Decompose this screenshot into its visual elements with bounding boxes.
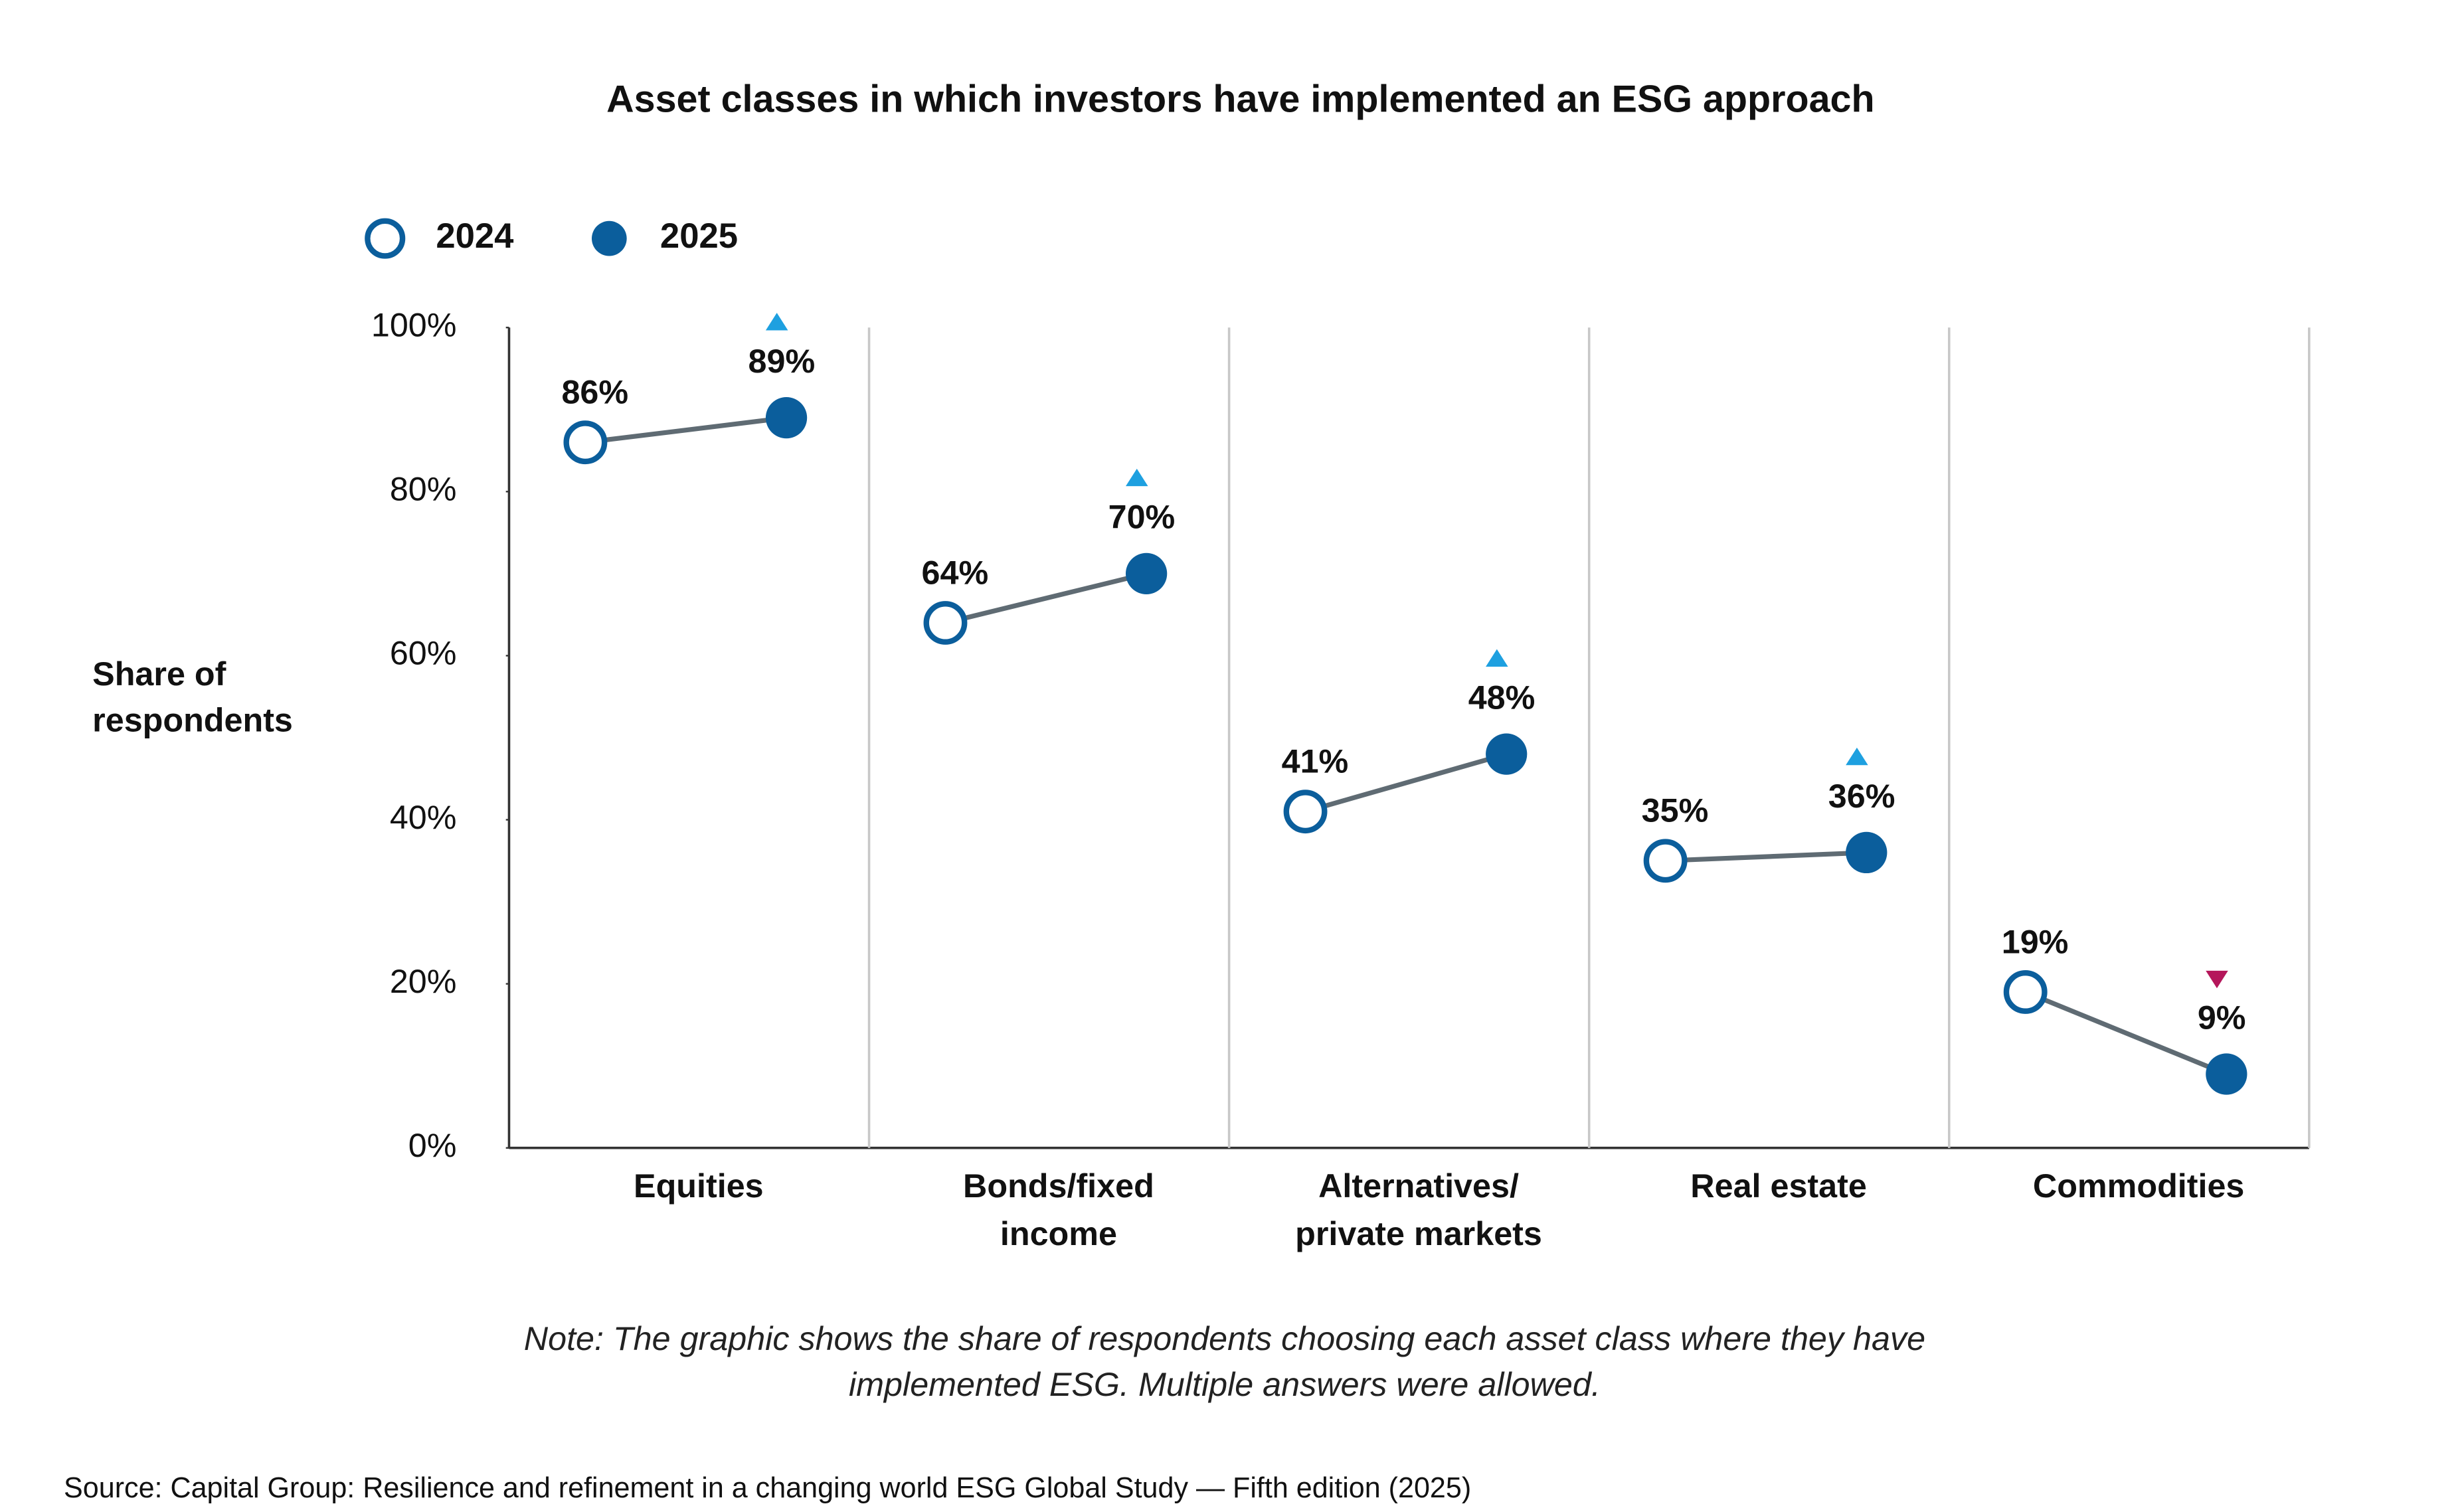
value-label: 64%: [922, 553, 989, 591]
category-label-box: Real estate: [1690, 1168, 1867, 1205]
y-tick-label: 40%: [390, 798, 457, 836]
x-tick-label: Equities: [634, 1168, 764, 1205]
y-axis-label: Share of respondents: [92, 656, 293, 740]
value-label: 41%: [1282, 742, 1349, 780]
chart-title: Asset classes in which investors have im…: [606, 78, 1874, 120]
value-label: 9%: [2198, 998, 2246, 1036]
x-tick-label: Real estate: [1690, 1168, 1867, 1205]
y-tick-label: 80%: [390, 470, 457, 508]
x-tick-label: Alternatives/ private markets: [1295, 1168, 1542, 1253]
point-2024: [1283, 790, 1328, 834]
point-2025: [2206, 1053, 2247, 1095]
x-tick-label: Bonds/fixed income: [963, 1168, 1154, 1253]
note: Note: The graphic shows the share of res…: [523, 1321, 1926, 1404]
y-label-box: Share of respondents: [92, 656, 293, 740]
point-2025: [1125, 552, 1168, 594]
change-up: [1846, 747, 1868, 766]
connector: [2024, 989, 2228, 1076]
change-up: [1125, 468, 1148, 487]
value-label: 48%: [1468, 679, 1536, 716]
legend-marker: [591, 220, 627, 256]
source: Source: Capital Group: Resilience and re…: [64, 1472, 1471, 1504]
value-label: 70%: [1108, 498, 1176, 536]
y-tick-label: 60%: [390, 634, 457, 672]
point-2024: [1643, 839, 1688, 883]
connector: [584, 415, 787, 445]
change-down: [2206, 970, 2228, 989]
x-tick-label: Commodities: [2032, 1168, 2245, 1205]
category-label-box: Commodities: [2032, 1168, 2245, 1205]
value-label: 89%: [748, 342, 816, 380]
point-2025: [1846, 831, 1888, 874]
point-2024: [923, 601, 968, 645]
y-tick-label: 20%: [390, 962, 457, 1000]
point-2025: [765, 397, 808, 439]
value-label: 35%: [1642, 792, 1709, 829]
value-label: 19%: [2002, 922, 2069, 960]
connector: [944, 571, 1147, 626]
category-label-box: Alternatives/ private markets: [1295, 1168, 1542, 1253]
change-up: [765, 313, 788, 331]
value-label: 86%: [561, 373, 628, 411]
y-tick-label: 100%: [371, 306, 457, 344]
connector: [1304, 752, 1508, 814]
legend-marker: [365, 218, 406, 259]
connector: [1665, 850, 1867, 863]
y-tick-label: 0%: [408, 1126, 457, 1164]
point-2024: [563, 420, 608, 465]
change-up: [1486, 649, 1508, 667]
note-box: Note: The graphic shows the share of res…: [523, 1321, 1926, 1404]
point-2025: [1486, 733, 1528, 775]
category-label-box: Bonds/fixed income: [963, 1168, 1154, 1253]
category-label-box: Equities: [634, 1168, 764, 1205]
value-label: 36%: [1828, 777, 1895, 815]
legend-label: 2024: [436, 216, 513, 256]
point-2024: [2003, 970, 2048, 1014]
legend-label: 2025: [660, 216, 738, 256]
